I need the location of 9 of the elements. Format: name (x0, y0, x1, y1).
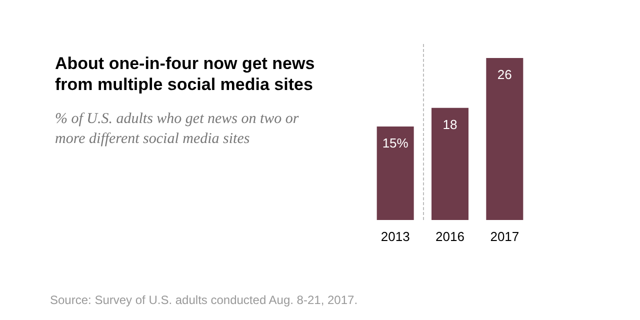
x-tick-label: 2013 (380, 229, 410, 244)
x-tick-label: 2017 (490, 229, 520, 244)
text: % of U.S. adults who get news on two or more different social media sites (55, 111, 303, 147)
text: About one-in-four now get news from multiple social media sites (55, 54, 315, 94)
data-label: 15% (382, 136, 409, 151)
x-tick-label: 2016 (436, 229, 464, 244)
source-note: Source: Survey of U.S. adults conducted Aug. 8-21, 2017. (50, 293, 358, 307)
data-label: 18 (442, 116, 458, 132)
data-label: 26 (497, 67, 512, 82)
